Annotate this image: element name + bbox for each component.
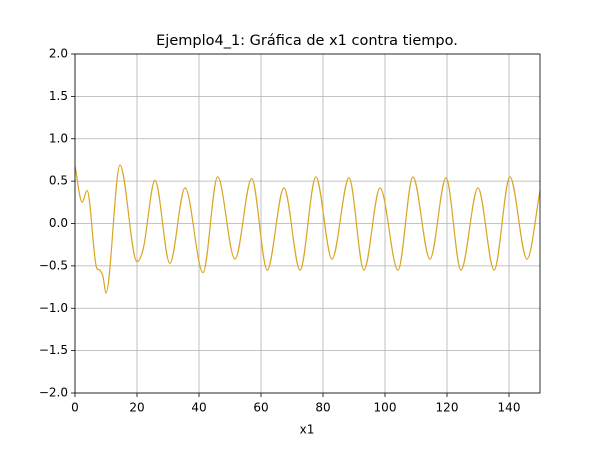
- x-tick-label: 40: [191, 401, 206, 415]
- x-axis-label: x1: [300, 423, 315, 437]
- axes-frame: [74, 53, 541, 394]
- chart-title: Ejemplo4_1: Gráfica de x1 contra tiempo.: [156, 33, 458, 49]
- y-tick-label: 0.5: [49, 174, 68, 188]
- data-line: [74, 164, 541, 294]
- y-tick-label: −1.0: [39, 301, 68, 315]
- x-tick-label: 80: [315, 401, 330, 415]
- y-tick-label: 1.0: [49, 131, 68, 145]
- x-tick-label: 100: [374, 401, 397, 415]
- y-tick-label: −1.5: [39, 343, 68, 357]
- x-tick-label: 60: [253, 401, 268, 415]
- x-tick-label: 0: [71, 401, 79, 415]
- y-tick-label: −2.0: [39, 386, 68, 400]
- y-tick-label: 0.0: [49, 216, 68, 230]
- y-tick-label: 1.5: [49, 89, 68, 103]
- y-tick-label: −0.5: [39, 258, 68, 272]
- x-tick-label: 20: [129, 401, 144, 415]
- y-tick-label: 2.0: [49, 47, 68, 61]
- x-tick-label: 140: [498, 401, 521, 415]
- x-tick-label: 120: [436, 401, 459, 415]
